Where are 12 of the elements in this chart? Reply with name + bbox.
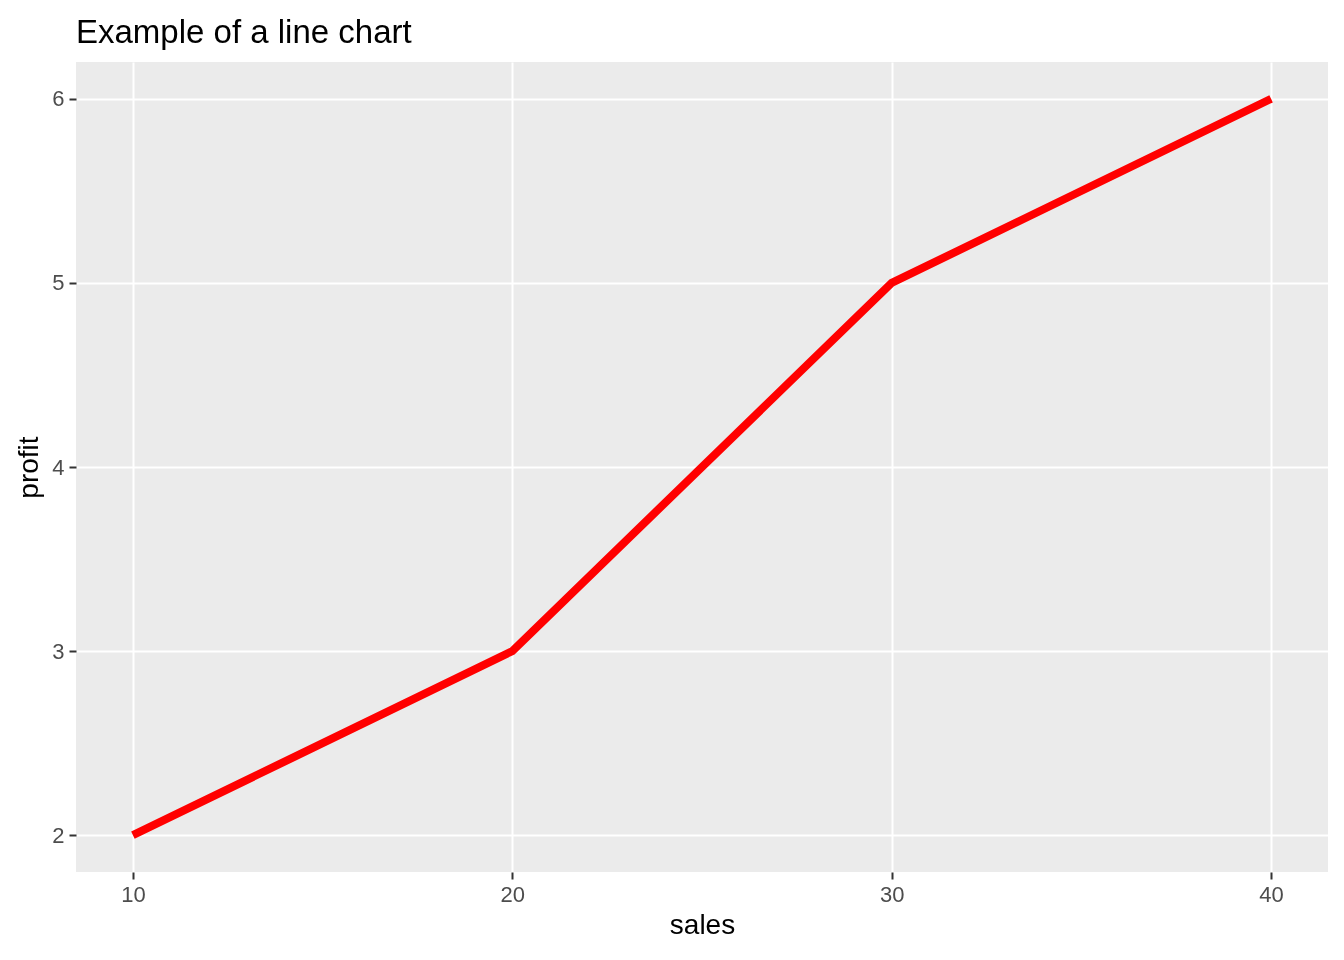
x-tick-label: 40: [1259, 881, 1284, 907]
y-axis-title: profit: [13, 436, 45, 499]
x-tick-label: 10: [121, 881, 146, 907]
chart-title: Example of a line chart: [76, 13, 412, 50]
y-tick-label: 3: [52, 638, 65, 664]
x-axis-title: sales: [669, 908, 736, 940]
x-tick-label: 20: [500, 881, 526, 907]
y-tick-label: 4: [52, 454, 65, 480]
y-tick-label: 6: [52, 86, 65, 112]
x-tick-label: 30: [879, 881, 905, 907]
y-tick-label: 2: [52, 822, 65, 848]
y-tick-label: 5: [52, 270, 65, 296]
